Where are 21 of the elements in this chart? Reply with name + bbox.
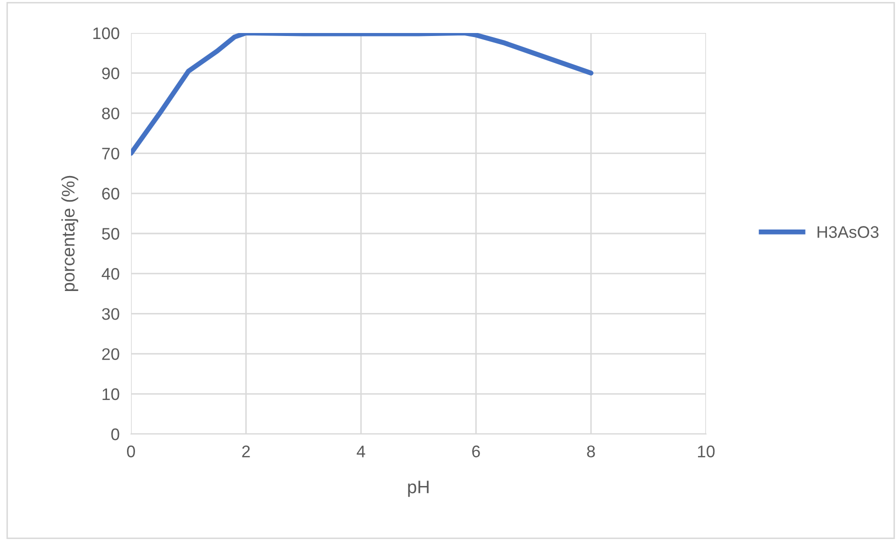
y-tick-label: 60: [102, 188, 120, 200]
line-series: [131, 33, 594, 156]
y-tick-label: 20: [102, 348, 120, 360]
x-axis-title: pH: [408, 480, 429, 497]
x-tick-label: 10: [698, 446, 715, 458]
y-tick-label: 80: [102, 108, 120, 120]
x-tick-label: 4: [356, 446, 366, 458]
y-tick-label: 100: [93, 27, 120, 40]
x-tick-label: 2: [242, 446, 250, 458]
y-tick-label: 70: [102, 148, 120, 160]
x-tick-label: 0: [127, 446, 135, 458]
y-tick-label: 10: [102, 388, 120, 400]
x-tick-label: 8: [587, 446, 595, 458]
y-axis-title: porcentaje (%): [61, 176, 78, 292]
y-tick-label: 40: [102, 268, 120, 280]
legend-label: H3AsO3: [818, 226, 879, 238]
y-tick-label: 30: [102, 308, 120, 320]
x-tick-label: 6: [472, 446, 480, 458]
y-tick-label: 0: [111, 428, 120, 440]
y-tick-label: 50: [102, 228, 120, 240]
y-tick-label: 90: [102, 68, 120, 80]
